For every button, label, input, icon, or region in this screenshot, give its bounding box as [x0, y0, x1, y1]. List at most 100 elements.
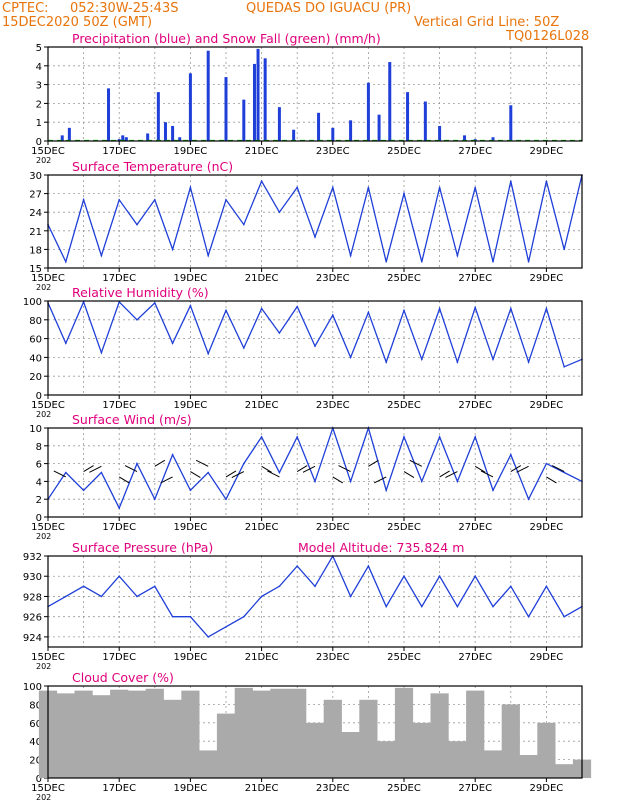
data-point — [349, 595, 352, 598]
x-tick-label: 27DEC — [458, 652, 492, 663]
x-tick-label: 19DEC — [174, 273, 208, 284]
precip-bar — [509, 105, 513, 141]
x-tick-label: 29DEC — [530, 146, 564, 157]
precip-bar — [124, 137, 128, 141]
data-point — [278, 471, 281, 474]
wind-arrow — [89, 465, 102, 473]
y-tick-label: 27 — [29, 190, 42, 201]
precip-bar — [163, 122, 167, 141]
precip-bar — [277, 107, 281, 141]
cloud-bar — [341, 732, 360, 778]
x-tick-year: 202 — [36, 410, 51, 419]
y-tick-label: 60 — [29, 719, 42, 730]
data-point — [65, 342, 67, 345]
data-point — [189, 304, 192, 307]
y-tick-label: 3 — [36, 81, 42, 92]
y-tick-label: 5 — [36, 43, 42, 54]
cloud-bar — [483, 750, 503, 778]
data-point — [474, 186, 477, 189]
data-point — [403, 309, 405, 312]
data-point — [136, 462, 138, 465]
panel-title: Surface Wind (m/s) — [72, 412, 192, 427]
panel-0: 0 1 2 3 4 5 15DEC 17DEC 19DEC 21DEC 23DEC 25DEC 27DE… — [31, 31, 583, 165]
data-point — [563, 248, 565, 251]
x-tick-label: 25DEC — [387, 652, 421, 663]
y-tick-label: 40 — [29, 353, 42, 364]
data-point — [314, 585, 316, 588]
x-tick-label: 25DEC — [387, 146, 421, 157]
data-point — [260, 180, 263, 182]
cloud-bar — [252, 690, 271, 778]
x-tick-label: 23DEC — [316, 273, 350, 284]
data-point — [207, 352, 209, 355]
precip-bar — [107, 88, 111, 141]
cloud-bar — [127, 690, 147, 778]
wind-arrow — [154, 459, 166, 467]
panel-title: Surface Pressure (hPa) — [72, 540, 213, 555]
data-point — [563, 366, 565, 368]
wind-arrow — [190, 471, 201, 479]
precip-bar — [438, 125, 442, 141]
cloud-bar — [74, 690, 93, 778]
x-tick-label: 15DEC — [31, 146, 65, 157]
data-point — [225, 309, 227, 312]
data-point — [421, 605, 423, 608]
wind-arrow — [480, 470, 494, 478]
x-tick-label: 27DEC — [458, 146, 492, 157]
x-tick-label: 17DEC — [102, 146, 136, 157]
header-coords: 052:30W-25:43S — [70, 1, 179, 16]
data-point — [225, 199, 227, 201]
data-point — [438, 307, 441, 310]
panel-title: Relative Humidity (%) — [72, 285, 209, 300]
data-point — [421, 480, 423, 483]
x-tick-label: 15DEC — [31, 400, 65, 411]
data-point — [100, 351, 103, 354]
data-point — [438, 186, 441, 189]
data-point — [421, 358, 423, 361]
precip-bar — [292, 129, 296, 141]
panel-title: Cloud Cover (%) — [72, 670, 174, 685]
x-tick-label: 19DEC — [174, 146, 208, 157]
x-tick-label: 21DEC — [245, 273, 279, 284]
x-tick-label: 17DEC — [102, 652, 136, 663]
x-tick-year: 202 — [36, 662, 51, 671]
precip-bar — [252, 63, 256, 141]
data-point — [456, 361, 459, 363]
data-point — [314, 480, 316, 483]
data-point — [260, 436, 263, 438]
data-point — [403, 436, 405, 438]
cloud-bar — [519, 755, 538, 778]
data-point — [136, 319, 138, 321]
y-tick-label: 100 — [23, 682, 42, 693]
y-tick-label: 0 — [36, 513, 42, 524]
chart-header: CPTEC: 052:30W-25:43S QUEDAS DO IGUACU (… — [0, 0, 618, 48]
y-tick-label: 924 — [23, 633, 42, 644]
x-tick-label: 15DEC — [31, 273, 65, 284]
x-tick-label: 19DEC — [174, 783, 208, 794]
data-point — [492, 489, 494, 492]
data-point — [527, 615, 530, 618]
x-tick-label: 21DEC — [245, 400, 279, 411]
data-point — [563, 471, 565, 474]
data-point — [65, 471, 67, 474]
data-point — [421, 261, 423, 263]
wind-arrow — [231, 471, 245, 479]
panel-frame — [47, 685, 583, 779]
y-tick-label: 2 — [36, 99, 42, 110]
data-point — [171, 342, 174, 345]
data-point — [278, 211, 281, 213]
cloud-bar — [163, 699, 182, 778]
wind-arrow — [302, 465, 316, 473]
x-tick-year: 202 — [36, 532, 51, 541]
wind-arrow — [160, 476, 173, 484]
x-tick-label: 15DEC — [31, 652, 65, 663]
data-point — [296, 565, 299, 567]
data-point — [243, 347, 245, 349]
precip-bar — [242, 99, 246, 141]
data-point — [367, 186, 370, 189]
precip-bar — [117, 139, 121, 141]
data-point — [296, 305, 299, 308]
panel-title: Surface Temperature (nC) — [72, 159, 233, 174]
y-tick-label: 0 — [36, 391, 42, 402]
